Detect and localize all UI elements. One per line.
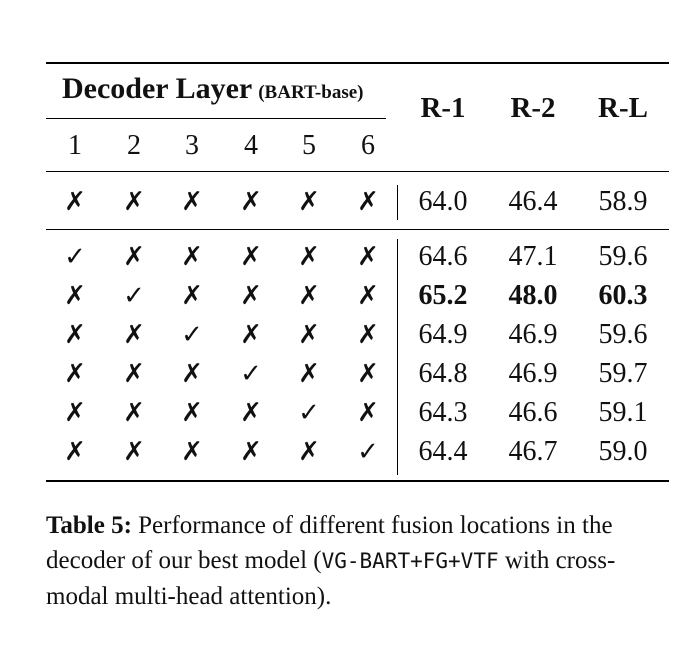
- check-mark-icon: ✓: [181, 320, 203, 350]
- cross-mark-icon: ✗: [357, 359, 379, 389]
- check-mark-icon: ✓: [298, 398, 320, 428]
- cross-mark-icon: ✗: [240, 398, 262, 428]
- layer-number-5: 5: [302, 130, 316, 161]
- caption-model-name: VG-BART+FG+VTF: [321, 549, 499, 573]
- cross-mark-icon: ✗: [123, 359, 145, 389]
- score-r2: 46.6: [508, 397, 558, 428]
- cross-mark-icon: ✗: [240, 242, 262, 272]
- baseline-separator-rule: [46, 229, 669, 230]
- table-top-rule: [46, 62, 669, 64]
- cross-mark-icon: ✗: [64, 320, 86, 350]
- score-r2: 46.9: [508, 358, 558, 389]
- header-rl: R-L: [598, 92, 648, 124]
- score-r2: 47.1: [508, 241, 558, 272]
- baseline-divider: [397, 185, 398, 220]
- header-r2: R-2: [510, 92, 556, 124]
- decoder-layer-header: Decoder Layer (BART-base): [62, 72, 363, 106]
- score-r1: 64.6: [418, 241, 468, 272]
- cross-mark-icon: ✗: [181, 398, 203, 428]
- layer-number-6: 6: [361, 130, 375, 161]
- cross-mark-icon: ✗: [181, 437, 203, 467]
- decoder-layer-label: Decoder Layer: [62, 72, 253, 105]
- cross-mark-icon: ✗: [181, 359, 203, 389]
- cross-mark-icon: ✗: [64, 437, 86, 467]
- cross-mark-icon: ✗: [357, 320, 379, 350]
- score-r2: 46.9: [508, 319, 558, 350]
- score-r1: 64.3: [418, 397, 468, 428]
- score-r1: 64.8: [418, 358, 468, 389]
- cross-mark-icon: ✗: [240, 187, 262, 217]
- cross-mark-icon: ✗: [298, 242, 320, 272]
- score-rl: 59.0: [598, 436, 648, 467]
- caption-label: Table 5:: [46, 512, 132, 539]
- layer-number-2: 2: [127, 130, 141, 161]
- layer-number-1: 1: [68, 130, 82, 161]
- cross-mark-icon: ✗: [357, 187, 379, 217]
- check-mark-icon: ✓: [357, 437, 379, 467]
- score-rl: 60.3: [598, 280, 648, 311]
- header-r1: R-1: [420, 92, 466, 124]
- check-mark-icon: ✓: [123, 281, 145, 311]
- cross-mark-icon: ✗: [123, 242, 145, 272]
- score-r1: 64.9: [418, 319, 468, 350]
- cross-mark-icon: ✗: [64, 187, 86, 217]
- cross-mark-icon: ✗: [357, 281, 379, 311]
- cross-mark-icon: ✗: [357, 398, 379, 428]
- cross-mark-icon: ✗: [64, 359, 86, 389]
- cross-mark-icon: ✗: [181, 187, 203, 217]
- score-r1: 64.4: [418, 436, 468, 467]
- cross-mark-icon: ✗: [181, 281, 203, 311]
- cross-mark-icon: ✗: [64, 398, 86, 428]
- score-r1: 65.2: [418, 280, 468, 311]
- header-bottom-rule: [46, 171, 669, 172]
- score-rl: 59.7: [598, 358, 648, 389]
- check-mark-icon: ✓: [240, 359, 262, 389]
- layer-number-4: 4: [244, 130, 258, 161]
- check-mark-icon: ✓: [64, 242, 86, 272]
- bart-base-label: (BART-base): [258, 82, 364, 103]
- cross-mark-icon: ✗: [240, 281, 262, 311]
- score-rl: 59.1: [598, 397, 648, 428]
- cross-mark-icon: ✗: [123, 320, 145, 350]
- cross-mark-icon: ✗: [123, 398, 145, 428]
- cross-mark-icon: ✗: [123, 187, 145, 217]
- cross-mark-icon: ✗: [298, 359, 320, 389]
- cross-mark-icon: ✗: [64, 281, 86, 311]
- score-rl: 59.6: [598, 241, 648, 272]
- caption-text-before: Performance of different fusion location…: [46, 512, 613, 574]
- cross-mark-icon: ✗: [298, 437, 320, 467]
- score-rl: 59.6: [598, 319, 648, 350]
- cross-mark-icon: ✗: [181, 242, 203, 272]
- table-bottom-rule: [46, 480, 669, 482]
- variants-divider: [397, 239, 398, 475]
- score-r1: 64.0: [418, 186, 468, 217]
- score-r2: 46.4: [508, 186, 558, 217]
- caption-text-after: with cross-modal multi-head attention).: [46, 547, 616, 610]
- cross-mark-icon: ✗: [240, 437, 262, 467]
- decoder-layer-underline: [46, 118, 386, 119]
- score-r2: 46.7: [508, 436, 558, 467]
- cross-mark-icon: ✗: [357, 242, 379, 272]
- score-r2: 48.0: [508, 280, 558, 311]
- cross-mark-icon: ✗: [240, 320, 262, 350]
- cross-mark-icon: ✗: [298, 187, 320, 217]
- cross-mark-icon: ✗: [123, 437, 145, 467]
- score-rl: 58.9: [598, 186, 648, 217]
- layer-number-3: 3: [185, 130, 199, 161]
- cross-mark-icon: ✗: [298, 281, 320, 311]
- cross-mark-icon: ✗: [298, 320, 320, 350]
- table-caption: Table 5: Performance of different fusion…: [46, 508, 672, 614]
